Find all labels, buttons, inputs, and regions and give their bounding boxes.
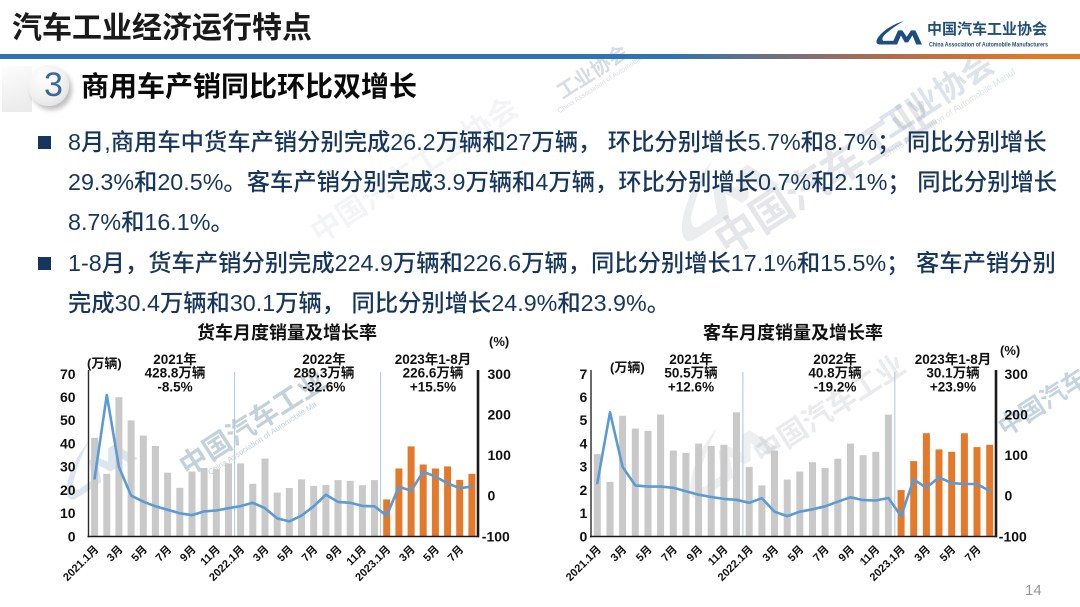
svg-text:5月: 5月 [421,543,442,564]
svg-text:China Association of Automobil: China Association of Automobile Manufact… [929,42,1048,49]
svg-text:+23.9%: +23.9% [930,380,976,395]
svg-text:7: 7 [580,366,588,382]
svg-text:-8.5%: -8.5% [157,380,192,395]
svg-text:-100: -100 [999,528,1027,544]
svg-text:7月: 7月 [962,543,983,564]
svg-text:200: 200 [1005,406,1029,422]
svg-text:40: 40 [60,435,76,451]
svg-text:3: 3 [580,459,588,475]
svg-text:5: 5 [580,412,588,428]
svg-text:14: 14 [1025,582,1042,599]
svg-text:(万辆): (万辆) [610,360,645,375]
svg-text:3月: 3月 [250,543,271,564]
svg-text:2023年1-8月: 2023年1-8月 [395,351,472,367]
svg-text:(%): (%) [1000,343,1020,358]
svg-text:0: 0 [1005,488,1013,504]
svg-text:货车月度销量及增长率: 货车月度销量及增长率 [197,322,377,343]
svg-text:+12.6%: +12.6% [668,380,714,395]
svg-text:30.1万辆: 30.1万辆 [926,366,979,381]
svg-text:70: 70 [60,366,76,382]
svg-text:0: 0 [488,488,496,504]
svg-text:7月: 7月 [153,543,174,564]
svg-text:100: 100 [1005,447,1029,463]
svg-text:0: 0 [580,528,588,544]
svg-text:2021年: 2021年 [153,351,197,367]
svg-text:-19.2%: -19.2% [814,380,857,395]
svg-text:7月: 7月 [810,543,831,564]
svg-text:3月: 3月 [104,543,125,564]
svg-text:9月: 9月 [323,543,344,564]
svg-text:3月: 3月 [396,543,417,564]
svg-text:客车月度销量及增长率: 客车月度销量及增长率 [703,322,883,343]
svg-text:9月: 9月 [684,543,705,564]
svg-text:5月: 5月 [129,543,150,564]
svg-text:2021.1月: 2021.1月 [60,543,101,584]
svg-text:5月: 5月 [275,543,296,564]
svg-text:289.3万辆: 289.3万辆 [294,366,355,381]
svg-text:7月: 7月 [299,543,320,564]
svg-text:5月: 5月 [633,543,654,564]
svg-text:226.6万辆: 226.6万辆 [403,366,464,381]
svg-text:300: 300 [1005,366,1029,382]
svg-text:3月: 3月 [608,543,629,564]
svg-text:50: 50 [60,412,76,428]
svg-text:2021年: 2021年 [669,351,713,367]
svg-text:20: 20 [60,482,76,498]
svg-text:3月: 3月 [912,543,933,564]
svg-text:3月: 3月 [760,543,781,564]
svg-text:+15.5%: +15.5% [410,380,456,395]
svg-text:100: 100 [488,447,512,463]
svg-text:9月: 9月 [836,543,857,564]
svg-text:2021.1月: 2021.1月 [563,543,604,584]
svg-text:10: 10 [60,505,76,521]
svg-text:50.5万辆: 50.5万辆 [664,366,717,381]
svg-text:5月: 5月 [785,543,806,564]
svg-text:200: 200 [488,406,512,422]
svg-text:2023年1-8月: 2023年1-8月 [915,351,992,367]
svg-text:6: 6 [580,389,588,405]
svg-text:-100: -100 [482,528,510,544]
svg-text:2022年: 2022年 [813,351,857,367]
svg-text:-32.6%: -32.6% [303,380,346,395]
svg-text:7月: 7月 [445,543,466,564]
svg-text:7月: 7月 [659,543,680,564]
svg-text:428.8万辆: 428.8万辆 [145,366,206,381]
svg-text:(%): (%) [489,334,509,349]
svg-text:1: 1 [580,505,588,521]
svg-text:5月: 5月 [937,543,958,564]
svg-text:0: 0 [68,528,76,544]
svg-text:4: 4 [580,435,588,451]
svg-text:30: 30 [60,459,76,475]
svg-text:9月: 9月 [177,543,198,564]
svg-text:300: 300 [488,366,512,382]
svg-text:60: 60 [60,389,76,405]
svg-text:40.8万辆: 40.8万辆 [808,366,861,381]
svg-text:2022年: 2022年 [302,351,346,367]
svg-text:2: 2 [580,482,588,498]
svg-text:(万辆): (万辆) [87,356,122,371]
